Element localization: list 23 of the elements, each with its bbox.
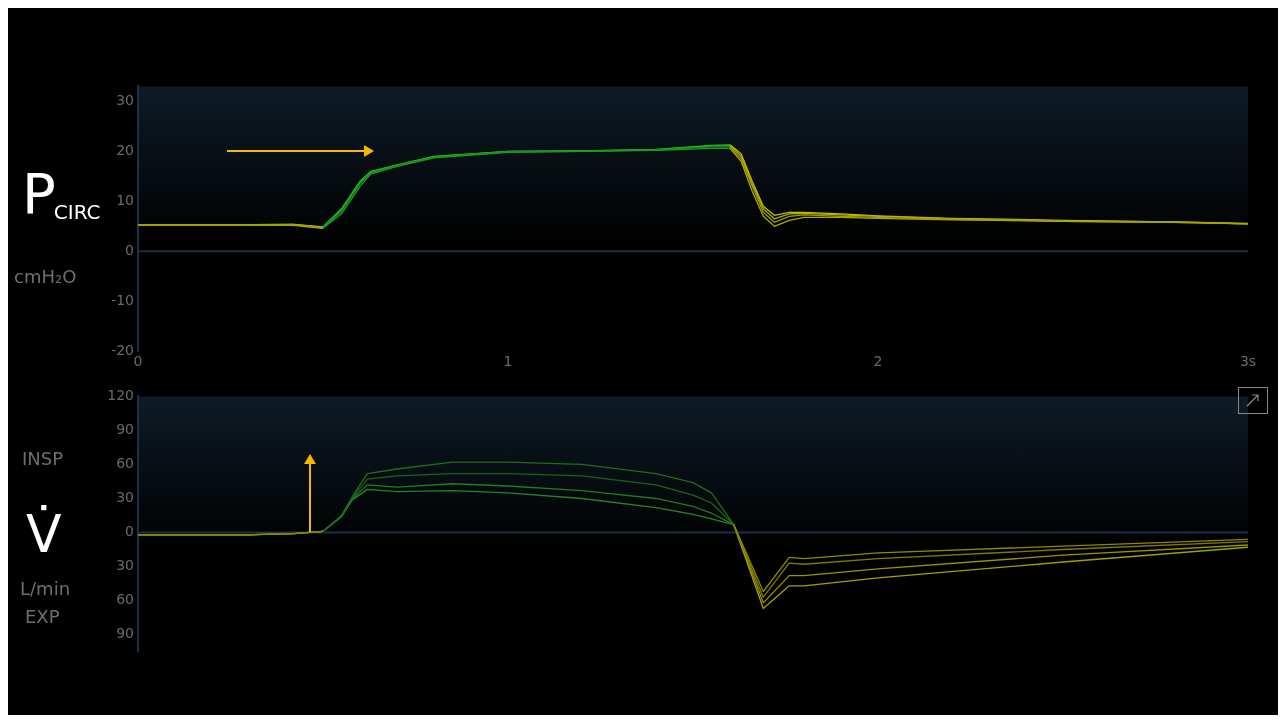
y-tick-label: 10	[116, 191, 134, 208]
y-tick-label: 0	[125, 241, 134, 258]
y-tick-label: -20	[111, 341, 134, 358]
text: L/min	[20, 578, 71, 599]
x-tick-label: 1	[503, 353, 513, 370]
text: INSP	[22, 448, 64, 469]
y-axis-title: V̇	[26, 504, 62, 564]
x-tick-label: 2	[873, 353, 883, 370]
y-tick-label: 30	[116, 92, 134, 109]
y-tick-label: 20	[116, 141, 134, 158]
y-tick-label: 60	[116, 591, 134, 608]
y-tick-label: 0	[125, 523, 134, 540]
y-tick-label: 90	[116, 625, 134, 642]
y-tick-label: 120	[107, 387, 134, 404]
y-tick-label: 30	[116, 557, 134, 574]
y-tick-label: 90	[116, 421, 134, 438]
y-tick-label: 30	[116, 489, 134, 506]
y-axis-title: P$_{CIRC}$	[22, 161, 101, 228]
x-tick-label: 3s	[1239, 353, 1257, 370]
y-tick-label: 60	[116, 455, 134, 472]
text: cmH₂O	[14, 266, 77, 287]
text: EXP	[25, 606, 60, 627]
y-tick-label: -10	[111, 291, 134, 308]
